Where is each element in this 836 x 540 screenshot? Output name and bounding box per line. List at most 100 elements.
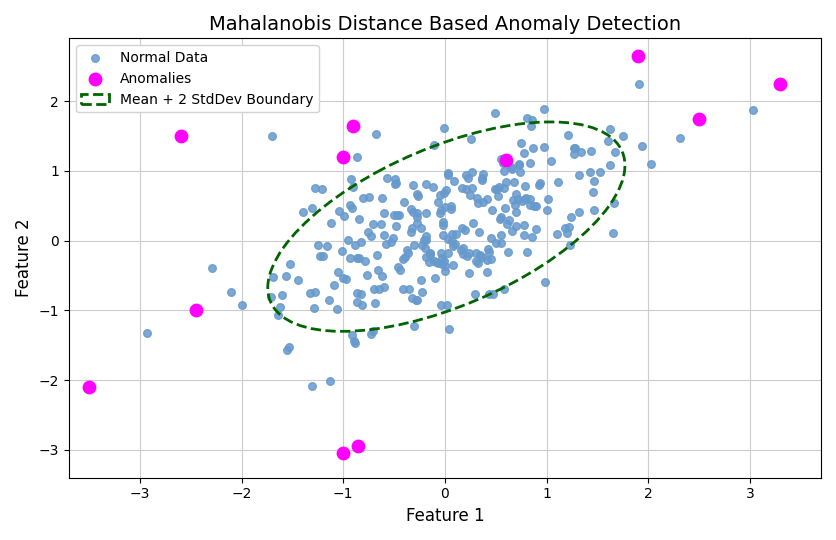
Normal Data <box>522 159 536 168</box>
Normal Data <box>380 174 394 183</box>
Normal Data <box>508 200 522 209</box>
Normal Data <box>389 174 402 183</box>
Normal Data <box>446 230 459 238</box>
Anomalies <box>692 114 706 123</box>
Normal Data <box>456 244 470 252</box>
Normal Data <box>544 157 558 165</box>
Normal Data <box>475 253 488 261</box>
Normal Data <box>471 199 484 207</box>
Normal Data <box>538 143 551 151</box>
Normal Data <box>472 259 485 267</box>
Normal Data <box>410 190 424 198</box>
Normal Data <box>391 262 405 271</box>
Normal Data <box>529 225 543 234</box>
Normal Data <box>470 194 483 203</box>
Normal Data <box>420 180 433 188</box>
Normal Data <box>401 249 415 258</box>
Normal Data <box>344 174 358 183</box>
Normal Data <box>347 337 360 346</box>
Y-axis label: Feature 2: Feature 2 <box>15 219 33 298</box>
Normal Data <box>440 186 453 194</box>
Normal Data <box>308 304 321 313</box>
Normal Data <box>583 168 596 177</box>
Anomalies <box>347 121 360 130</box>
Normal Data <box>473 251 487 260</box>
Normal Data <box>564 213 578 221</box>
Normal Data <box>322 295 335 304</box>
Normal Data <box>481 245 494 253</box>
Normal Data <box>410 295 424 304</box>
Normal Data <box>370 251 384 259</box>
Normal Data <box>327 281 340 289</box>
Normal Data <box>265 132 278 141</box>
Normal Data <box>315 184 329 193</box>
Normal Data <box>455 224 468 232</box>
Normal Data <box>500 220 513 229</box>
Normal Data <box>481 255 494 264</box>
Normal Data <box>373 285 386 294</box>
Normal Data <box>584 147 598 156</box>
Normal Data <box>568 144 581 153</box>
Normal Data <box>512 160 526 169</box>
Normal Data <box>305 382 319 391</box>
Normal Data <box>378 208 391 217</box>
Normal Data <box>406 208 420 217</box>
Normal Data <box>368 285 381 293</box>
Normal Data <box>499 204 512 212</box>
Normal Data <box>561 131 574 139</box>
Normal Data <box>456 184 469 192</box>
Normal Data <box>441 170 455 179</box>
Normal Data <box>462 249 476 258</box>
Normal Data <box>472 227 486 236</box>
Normal Data <box>509 207 522 216</box>
Normal Data <box>489 238 502 247</box>
Normal Data <box>469 248 482 257</box>
Normal Data <box>407 241 421 249</box>
Normal Data <box>431 259 445 267</box>
Normal Data <box>438 203 451 212</box>
Normal Data <box>336 246 349 255</box>
Normal Data <box>488 185 502 193</box>
Normal Data <box>635 141 649 150</box>
Normal Data <box>448 240 461 248</box>
Normal Data <box>674 134 687 143</box>
Normal Data <box>279 271 293 280</box>
Normal Data <box>417 236 431 245</box>
Normal Data <box>375 272 389 280</box>
Normal Data <box>477 198 490 207</box>
Normal Data <box>608 148 621 157</box>
Normal Data <box>490 184 503 193</box>
Normal Data <box>533 178 547 187</box>
Normal Data <box>505 163 518 172</box>
Normal Data <box>386 234 400 243</box>
Normal Data <box>389 222 402 231</box>
Normal Data <box>446 261 460 269</box>
Anomalies <box>352 442 365 451</box>
Normal Data <box>283 260 297 268</box>
Normal Data <box>441 235 454 244</box>
Normal Data <box>350 289 364 298</box>
Normal Data <box>572 171 585 179</box>
Normal Data <box>437 256 451 265</box>
Normal Data <box>392 210 405 219</box>
Normal Data <box>354 289 368 298</box>
Normal Data <box>494 213 507 221</box>
Normal Data <box>414 276 427 285</box>
Normal Data <box>586 187 599 196</box>
Normal Data <box>514 138 528 147</box>
Normal Data <box>460 185 473 194</box>
Normal Data <box>390 178 403 187</box>
Normal Data <box>424 250 437 259</box>
Normal Data <box>349 339 362 347</box>
Normal Data <box>460 171 473 179</box>
Normal Data <box>350 298 364 306</box>
Normal Data <box>366 220 380 228</box>
Normal Data <box>426 183 440 191</box>
Normal Data <box>494 239 507 248</box>
Normal Data <box>492 183 506 192</box>
Normal Data <box>747 106 760 114</box>
Normal Data <box>538 105 551 113</box>
Normal Data <box>415 241 429 249</box>
Normal Data <box>502 215 516 224</box>
Normal Data <box>435 248 448 257</box>
